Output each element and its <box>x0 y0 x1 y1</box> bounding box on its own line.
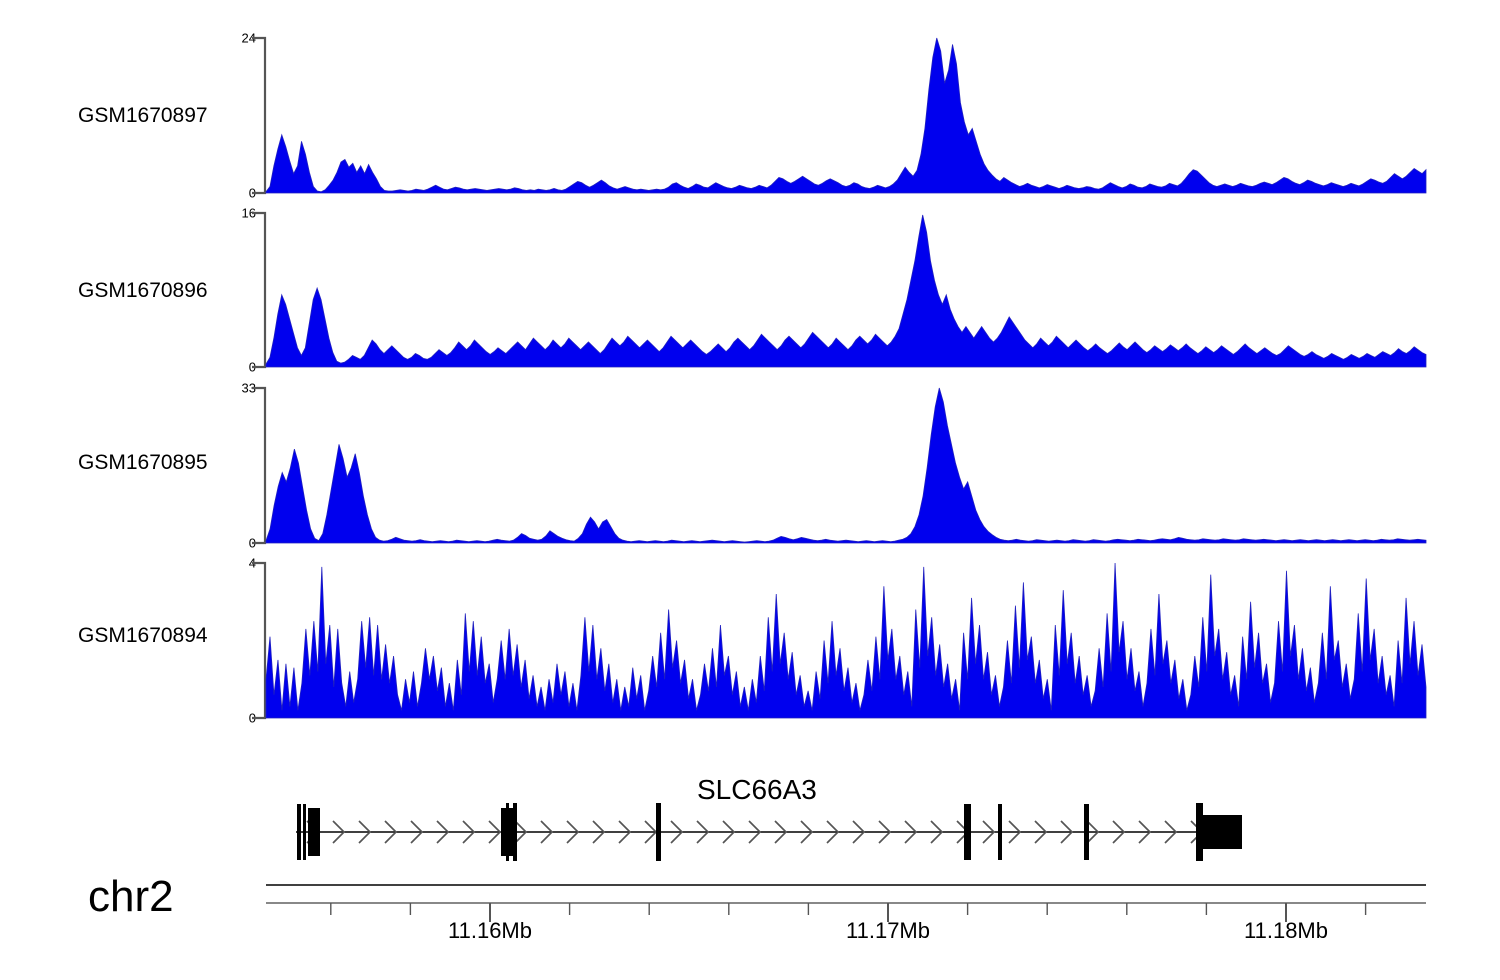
coverage-track-2 <box>252 211 1427 369</box>
strand-arrow-icon <box>930 820 944 844</box>
strand-arrow-icon <box>774 820 788 844</box>
gene-exon-12 <box>1196 815 1242 849</box>
y-axis-bracket-4 <box>252 561 267 720</box>
strand-arrow-icon <box>982 820 996 844</box>
gene-exon-7 <box>656 803 661 861</box>
yaxis-max-4: 4 <box>248 555 256 571</box>
strand-arrow-icon <box>852 820 866 844</box>
strand-arrow-icon <box>306 820 320 844</box>
track-label-2: GSM1670896 <box>78 279 208 302</box>
y-axis-bracket-1 <box>252 36 267 195</box>
strand-arrow-icon <box>384 820 398 844</box>
yaxis-min-1: 0 <box>248 185 256 201</box>
strand-arrow-icon <box>1138 820 1152 844</box>
strand-arrow-icon <box>514 820 528 844</box>
strand-arrow-icon <box>1060 820 1074 844</box>
strand-arrow-icon <box>826 820 840 844</box>
coverage-track-1 <box>252 36 1427 195</box>
gene-exon-5 <box>506 803 509 861</box>
coverage-area-3 <box>265 387 1427 544</box>
gene-exon-2 <box>303 804 306 860</box>
genomic-axis <box>266 884 1426 922</box>
strand-arrow-icon <box>462 820 476 844</box>
strand-arrow-icon <box>1034 820 1048 844</box>
y-axis-bracket-2 <box>252 211 267 369</box>
strand-arrow-icon <box>748 820 762 844</box>
strand-arrow-icon <box>1164 820 1178 844</box>
gene-exon-1 <box>297 804 301 860</box>
strand-arrow-icon <box>1008 820 1022 844</box>
gene-exon-11 <box>1196 803 1203 861</box>
coverage-track-3 <box>252 386 1427 545</box>
yaxis-max-2: 16 <box>241 205 256 221</box>
gene-exon-10 <box>1084 804 1089 860</box>
strand-arrow-icon <box>904 820 918 844</box>
track-label-4: GSM1670894 <box>78 624 208 647</box>
strand-arrow-icon <box>670 820 684 844</box>
strand-arrow-icon <box>358 820 372 844</box>
strand-arrow-icon <box>1112 820 1126 844</box>
coverage-area-2 <box>265 214 1427 368</box>
gene-exon-9 <box>998 804 1002 860</box>
yaxis-min-3: 0 <box>248 535 256 551</box>
strand-arrow-icon <box>696 820 710 844</box>
track-label-1: GSM1670897 <box>78 104 208 127</box>
gene-exon-4 <box>501 808 515 856</box>
coverage-area-4 <box>265 562 1427 719</box>
gene-exon-6 <box>513 803 517 861</box>
gene-exon-8 <box>964 804 971 860</box>
strand-arrow-icon <box>488 820 502 844</box>
gene-name-label: SLC66A3 <box>697 774 817 805</box>
strand-arrow-icon <box>800 820 814 844</box>
strand-arrow-icon <box>540 820 554 844</box>
strand-arrow-icon <box>592 820 606 844</box>
strand-arrow-icon <box>956 820 970 844</box>
yaxis-min-4: 0 <box>248 710 256 726</box>
gene-model <box>296 803 1242 861</box>
strand-arrow-icon <box>566 820 580 844</box>
strand-arrow-icon <box>1190 820 1204 844</box>
coverage-track-4 <box>252 561 1427 720</box>
strand-arrow-icon <box>410 820 424 844</box>
axis-tick-label-2: 11.18Mb <box>1244 918 1328 943</box>
yaxis-max-1: 24 <box>241 30 256 46</box>
strand-arrow-icon <box>436 820 450 844</box>
coverage-area-1 <box>265 37 1427 194</box>
strand-arrow-icon <box>644 820 658 844</box>
strand-arrow-icon <box>1086 820 1100 844</box>
axis-tick-label-1: 11.17Mb <box>846 918 930 943</box>
strand-arrow-icon <box>332 820 346 844</box>
y-axis-bracket-3 <box>252 386 267 545</box>
axis-tick-label-0: 11.16Mb <box>448 918 532 943</box>
track-label-3: GSM1670895 <box>78 451 208 474</box>
yaxis-max-3: 33 <box>241 380 256 396</box>
strand-arrow-icon <box>1216 820 1230 844</box>
strand-arrow-icon <box>878 820 892 844</box>
gene-exon-3 <box>308 808 320 856</box>
strand-arrow-icon <box>722 820 736 844</box>
strand-arrow-icon <box>618 820 632 844</box>
yaxis-min-2: 0 <box>248 359 256 375</box>
chromosome-label: chr2 <box>88 872 174 921</box>
